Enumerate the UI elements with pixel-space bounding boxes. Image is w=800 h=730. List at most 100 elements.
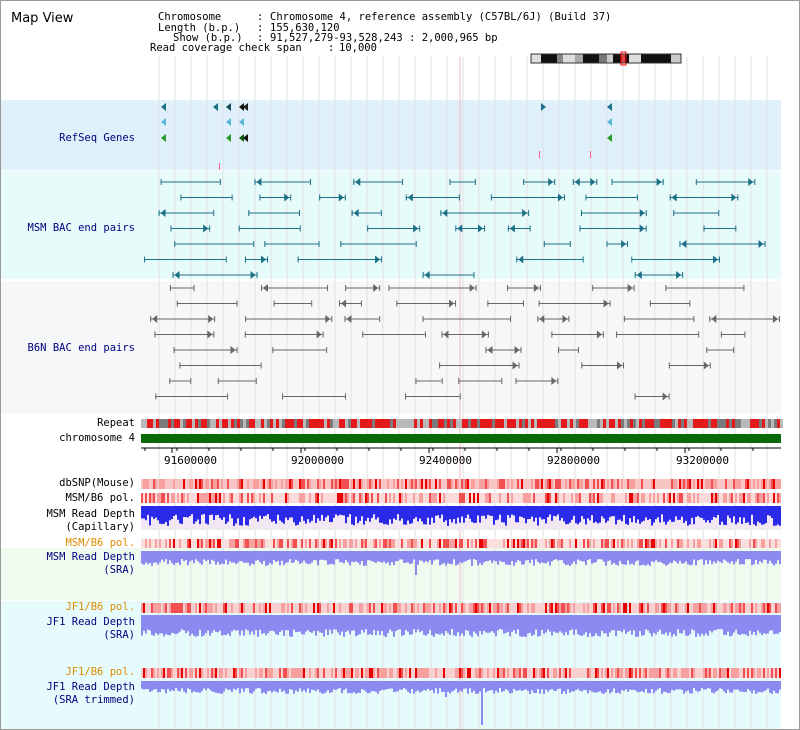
jf1-trim-depth-bar xyxy=(261,681,263,694)
repeat-segment xyxy=(177,419,180,428)
track-label-jf1-depth-trim-1[interactable]: JF1 Read Depth xyxy=(46,681,135,693)
track-label-jf1-depth-sra-1[interactable]: JF1 Read Depth xyxy=(46,616,135,628)
jf1-trim-depth-bar xyxy=(405,681,407,690)
msm-capillary-depth-bar xyxy=(481,506,483,516)
msm-capillary-depth-bar xyxy=(351,506,353,525)
msm-capillary-depth-bar xyxy=(387,506,389,525)
dbsnp-heat-cell xyxy=(631,479,633,489)
track-label-chromosome[interactable]: chromosome 4 xyxy=(59,432,135,444)
track-label-msm-bac[interactable]: MSM BAC end pairs xyxy=(27,222,135,234)
msm-capillary-depth-bar xyxy=(329,506,331,523)
track-label-repeat[interactable]: Repeat xyxy=(97,417,135,429)
repeat-segment xyxy=(495,419,498,428)
jf1-sra-depth-bar xyxy=(707,615,709,636)
track-label-msm-depth-sra-1[interactable]: MSM Read Depth xyxy=(46,551,135,563)
b6n-bac-pair xyxy=(272,347,274,353)
msm-capillary-depth-bar xyxy=(599,506,601,523)
jf1-b6-pol-heat-cell xyxy=(311,603,313,613)
jf1-trim-depth-bar xyxy=(385,681,387,690)
dbsnp-heat-cell xyxy=(557,479,559,489)
jf1-b6-pol-heat-cell xyxy=(239,668,241,678)
jf1-sra-depth-bar xyxy=(615,615,617,637)
jf1-b6-pol-heat-cell xyxy=(239,603,241,613)
msm-b6-pol-heat-cell xyxy=(393,539,395,548)
repeat-segment xyxy=(432,419,435,428)
dbsnp-heat-cell xyxy=(531,479,533,489)
msm-b6-pol-heat-cell xyxy=(259,493,261,503)
track-label-b6n-bac[interactable]: B6N BAC end pairs xyxy=(27,342,135,354)
dbsnp-heat-cell xyxy=(513,479,515,489)
repeat-segment xyxy=(501,419,504,428)
msm-capillary-depth-bar xyxy=(579,506,581,523)
jf1-trim-depth-bar xyxy=(191,681,193,693)
jf1-sra-depth-bar xyxy=(495,615,497,637)
msm-bac-pair xyxy=(319,194,321,201)
msm-capillary-depth-bar xyxy=(661,506,663,515)
jf1-trim-depth-bar xyxy=(153,681,155,690)
msm-b6-pol-heat-cell xyxy=(547,539,549,548)
msm-capillary-depth-bar xyxy=(299,506,301,522)
repeat-segment xyxy=(225,419,228,428)
msm-sra-depth-bar xyxy=(465,551,467,562)
track-label-dbsnp[interactable]: dbSNP(Mouse) xyxy=(59,477,135,489)
jf1-b6-pol-heat-cell xyxy=(773,603,775,613)
jf1-trim-depth-bar xyxy=(249,681,251,694)
track-label-msm-b6-pol-2[interactable]: MSM/B6 pol. xyxy=(65,537,135,549)
jf1-trim-depth-bar xyxy=(457,681,459,693)
dbsnp-heat-cell xyxy=(153,479,155,489)
jf1-trim-depth-bar xyxy=(713,681,715,694)
jf1-b6-pol-heat-cell xyxy=(249,668,251,678)
msm-bac-pair xyxy=(645,210,647,216)
jf1-sra-depth-bar xyxy=(251,615,253,632)
jf1-trim-depth-bar xyxy=(539,681,541,694)
msm-bac-pair xyxy=(529,225,531,232)
jf1-trim-depth-bar xyxy=(181,681,183,689)
msm-sra-depth-bar xyxy=(277,551,279,561)
track-label-jf1-b6-pol-1[interactable]: JF1/B6 pol. xyxy=(65,601,135,613)
jf1-sra-depth-bar xyxy=(431,615,433,636)
msm-b6-pol-heat-cell xyxy=(767,493,769,503)
chromosome-bar xyxy=(141,434,781,443)
track-label-refseq[interactable]: RefSeq Genes xyxy=(59,132,135,144)
jf1-sra-depth-bar xyxy=(673,615,675,635)
msm-b6-pol-heat-cell xyxy=(693,539,695,548)
jf1-trim-depth-bar xyxy=(311,681,313,690)
msm-b6-pol-heat-cell xyxy=(157,493,159,503)
b6n-bac-pair xyxy=(236,300,238,307)
jf1-b6-pol-heat-cell xyxy=(589,668,591,678)
dbsnp-heat-cell xyxy=(143,479,145,489)
msm-b6-pol-heat-cell xyxy=(233,539,235,548)
dbsnp-heat-cell xyxy=(427,479,429,489)
msm-b6-pol-heat-cell xyxy=(485,539,487,548)
track-label-msm-b6-pol-1[interactable]: MSM/B6 pol. xyxy=(65,492,135,504)
msm-b6-pol-heat-cell xyxy=(715,493,717,503)
jf1-trim-depth-bar xyxy=(689,681,691,694)
msm-b6-pol-heat-cell xyxy=(753,539,755,548)
msm-b6-pol-heat-cell xyxy=(747,493,749,503)
msm-b6-pol-heat-cell xyxy=(207,493,209,503)
msm-sra-depth-bar xyxy=(305,551,307,564)
msm-b6-pol-heat-cell xyxy=(497,493,499,503)
msm-b6-pol-heat-cell xyxy=(685,539,687,548)
dbsnp-heat-cell xyxy=(525,479,527,489)
msm-bac-pair xyxy=(405,194,407,201)
track-label-jf1-b6-pol-2[interactable]: JF1/B6 pol. xyxy=(65,666,135,678)
track-label-msm-depth-cap-1[interactable]: MSM Read Depth xyxy=(46,508,135,520)
jf1-trim-depth-bar xyxy=(375,681,377,692)
repeat-segment xyxy=(444,419,447,428)
jf1-trim-depth-bar xyxy=(583,681,585,690)
jf1-trim-depth-bar xyxy=(691,681,693,694)
msm-sra-depth-bar xyxy=(567,551,569,565)
jf1-sra-depth-bar xyxy=(731,615,733,636)
jf1-sra-depth-bar xyxy=(543,615,545,634)
msm-b6-pol-heat-cell xyxy=(267,539,269,548)
msm-b6-pol-heat-cell xyxy=(635,539,637,548)
repeat-segment xyxy=(657,419,660,428)
dbsnp-heat-cell xyxy=(219,479,221,489)
jf1-trim-depth-bar xyxy=(635,681,637,691)
msm-capillary-depth-bar xyxy=(529,506,531,519)
jf1-trim-depth-bar xyxy=(423,681,425,691)
msm-b6-pol-heat-cell xyxy=(593,493,595,503)
msm-sra-depth-bar xyxy=(251,551,253,564)
